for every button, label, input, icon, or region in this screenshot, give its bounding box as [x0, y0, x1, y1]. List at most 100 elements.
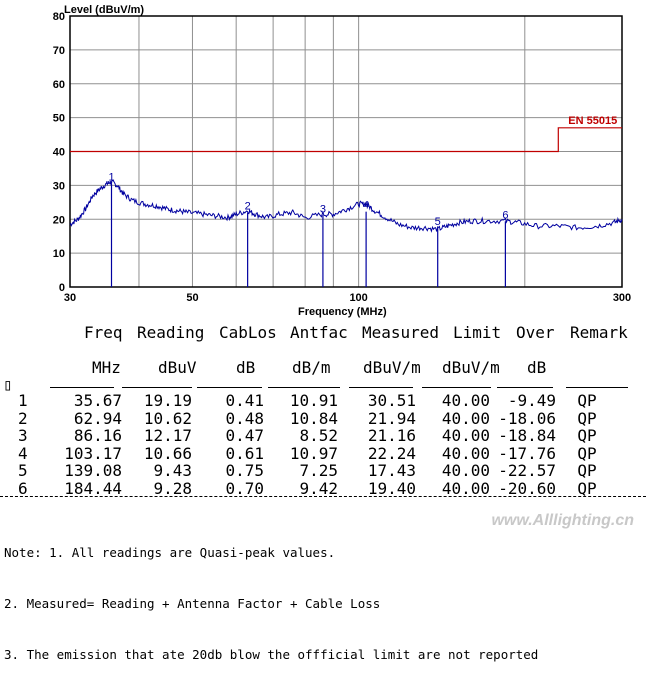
table-cell: 19.19 — [143, 391, 192, 410]
table-cell: 19.40 — [367, 478, 416, 498]
x-axis-title: Frequency (MHz) — [298, 306, 387, 318]
marker-label: 3 — [320, 203, 326, 215]
table-underline — [122, 387, 192, 388]
table-unit: MHz — [92, 358, 121, 377]
x-tick-label: 50 — [186, 292, 198, 304]
marker-label: 2 — [245, 201, 251, 213]
table-cell: 0.48 — [225, 408, 264, 428]
y-tick-label: 40 — [53, 147, 65, 159]
table-cell: QP — [577, 443, 597, 463]
table-cell: 5 — [18, 461, 28, 480]
table-cell: 1 — [18, 391, 28, 410]
table-cell: 40.00 — [441, 426, 490, 445]
table-unit: dB — [527, 358, 547, 377]
table-cell: 12.17 — [143, 426, 192, 445]
table-cell: 22.24 — [367, 443, 416, 463]
marker-group: 1 2 3 4 5 6 — [108, 172, 508, 287]
y-tick-label: 10 — [53, 248, 65, 260]
table-cell: 40.00 — [441, 408, 490, 428]
table-cell: QP — [577, 426, 597, 445]
table-underline — [349, 387, 413, 388]
table-cell: 9.42 — [299, 478, 338, 498]
table-cell: -18.06 — [498, 408, 556, 428]
y-tick-label: 0 — [59, 282, 65, 294]
table-cell: 7.25 — [299, 461, 338, 480]
table-cell: -9.49 — [507, 391, 556, 410]
watermark: www.Alllighting.cn — [491, 512, 634, 529]
table-cell: 9.28 — [153, 478, 192, 498]
table-cell: 10.62 — [143, 408, 192, 428]
table-underline — [566, 387, 628, 388]
table-cell: 10.66 — [143, 443, 192, 463]
table-cell: 21.16 — [367, 426, 416, 445]
table-cell: 40.00 — [441, 461, 490, 480]
y-tick-label: 20 — [53, 214, 65, 226]
notes: Note: 1. All readings are Quasi-peak val… — [4, 510, 538, 680]
x-tick-label: 30 — [64, 292, 76, 304]
marker-label: 4 — [363, 200, 369, 212]
table-cell: 0.61 — [225, 443, 264, 463]
table-header: Antfac — [290, 323, 348, 342]
table-cell: 0.75 — [225, 461, 264, 480]
table-cell: 86.16 — [73, 426, 122, 445]
table-header: Measured — [362, 323, 440, 342]
x-tick-label: 300 — [613, 292, 631, 304]
table-cell: QP — [577, 478, 597, 498]
table-unit: dB/m — [292, 358, 331, 377]
marker-label: 5 — [435, 216, 441, 228]
table-cell: -17.76 — [498, 443, 556, 463]
table-cell: 40.00 — [441, 443, 490, 463]
table-header: Limit — [453, 323, 502, 342]
table-cell: QP — [577, 461, 597, 480]
table-underline — [268, 387, 340, 388]
table-underline — [497, 387, 553, 388]
table-cell: 10.91 — [289, 391, 338, 410]
table-unit: dBuV — [158, 358, 197, 377]
table-cell: 10.97 — [289, 443, 338, 463]
note-3: 3. The emission that ate 20db blow the o… — [4, 647, 539, 662]
table-cell: -22.57 — [498, 461, 556, 480]
y-axis-title: Level (dBuV/m) — [64, 4, 144, 16]
table-cell: 30.51 — [367, 391, 416, 410]
table-cell: 40.00 — [441, 391, 490, 410]
note-1: Note: 1. All readings are Quasi-peak val… — [4, 545, 336, 560]
table-divider — [0, 496, 646, 497]
table-underline — [50, 387, 114, 388]
y-tick-label: 80 — [53, 11, 65, 23]
limit-line — [70, 127, 622, 153]
table-cell: 10.84 — [289, 408, 338, 428]
y-tick-label: 60 — [53, 79, 65, 91]
y-tick-label: 50 — [53, 113, 65, 125]
table-unit: dBuV/m — [363, 358, 421, 377]
table-cell: 6 — [18, 478, 28, 498]
x-tick-label: 100 — [349, 292, 367, 304]
table-unit: dB — [236, 358, 256, 377]
table-unit: dBuV/m — [442, 358, 500, 377]
tick-labels: 0 10 20 30 40 50 60 70 80 30 50 100 300 — [53, 11, 631, 304]
table-cell: 62.94 — [73, 408, 122, 428]
table-cell: 17.43 — [367, 461, 416, 480]
y-tick-label: 70 — [53, 45, 65, 57]
table-cell: 2 — [18, 408, 28, 428]
emission-chart: 1 2 3 4 5 6 0 10 20 30 40 50 60 70 80 30 50 100 300 Level… — [53, 4, 631, 318]
table-cell: 9.43 — [153, 461, 192, 480]
table-underline — [197, 387, 262, 388]
table-header: Over — [516, 323, 555, 342]
limit-line-label: EN 55015 — [568, 115, 617, 127]
table-cell: -18.84 — [498, 426, 556, 445]
table-cell: QP — [577, 408, 597, 428]
marker-label: 6 — [502, 209, 508, 221]
note-2: 2. Measured= Reading + Antenna Factor + … — [4, 596, 381, 611]
table-cell: 40.00 — [441, 478, 490, 498]
table-header: Freq — [84, 323, 123, 342]
table-cell: -20.60 — [498, 478, 556, 498]
table-cell: 3 — [18, 426, 28, 445]
limit-line-group — [70, 127, 622, 153]
table-cell: 8.52 — [299, 426, 338, 445]
table-underline — [422, 387, 491, 388]
y-tick-label: 30 — [53, 180, 65, 192]
table-cell: 139.08 — [64, 461, 122, 480]
table-cell: QP — [577, 391, 597, 410]
table-cell: 21.94 — [367, 408, 416, 428]
table-cell: 0.70 — [225, 478, 264, 498]
